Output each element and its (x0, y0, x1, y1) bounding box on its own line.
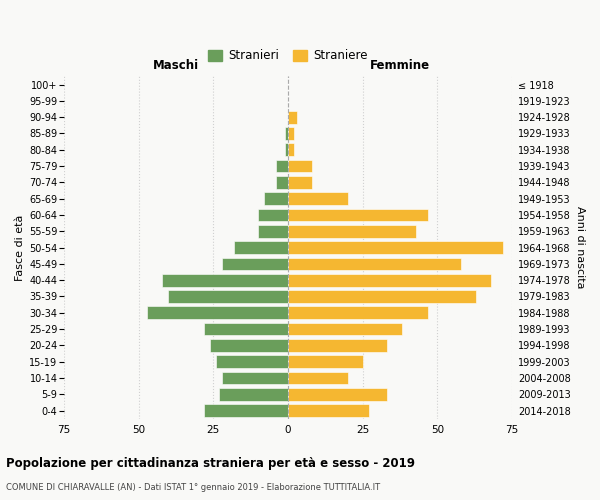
Bar (288, 241, 503, 254)
Bar (288, 208, 428, 222)
Bar (222, 372, 288, 384)
Bar (288, 127, 294, 140)
Bar (288, 339, 386, 352)
Bar (219, 388, 288, 400)
Bar (288, 322, 401, 336)
Bar (204, 404, 288, 417)
Bar (288, 144, 294, 156)
Bar (288, 290, 476, 303)
Bar (288, 404, 368, 417)
Bar (264, 192, 288, 205)
Bar (169, 290, 288, 303)
Bar (234, 241, 288, 254)
Bar (288, 372, 348, 384)
Text: Maschi: Maschi (153, 58, 199, 71)
Bar (288, 388, 386, 400)
Bar (222, 258, 288, 270)
Y-axis label: Fasce di età: Fasce di età (15, 214, 25, 281)
Y-axis label: Anni di nascita: Anni di nascita (575, 206, 585, 289)
Bar (258, 208, 288, 222)
Bar (288, 306, 428, 319)
Legend: Stranieri, Straniere: Stranieri, Straniere (203, 44, 373, 67)
Bar (163, 274, 288, 286)
Bar (288, 225, 416, 237)
Bar (276, 160, 288, 172)
Bar (148, 306, 288, 319)
Bar (288, 160, 312, 172)
Bar (210, 339, 288, 352)
Bar (258, 225, 288, 237)
Text: Popolazione per cittadinanza straniera per età e sesso - 2019: Popolazione per cittadinanza straniera p… (6, 458, 415, 470)
Bar (204, 322, 288, 336)
Text: Femmine: Femmine (370, 58, 430, 71)
Bar (216, 356, 288, 368)
Bar (285, 144, 288, 156)
Bar (288, 176, 312, 189)
Text: COMUNE DI CHIARAVALLE (AN) - Dati ISTAT 1° gennaio 2019 - Elaborazione TUTTITALI: COMUNE DI CHIARAVALLE (AN) - Dati ISTAT … (6, 482, 380, 492)
Bar (288, 192, 348, 205)
Bar (288, 356, 362, 368)
Bar (276, 176, 288, 189)
Bar (288, 111, 297, 124)
Bar (285, 127, 288, 140)
Bar (288, 258, 461, 270)
Bar (288, 274, 491, 286)
